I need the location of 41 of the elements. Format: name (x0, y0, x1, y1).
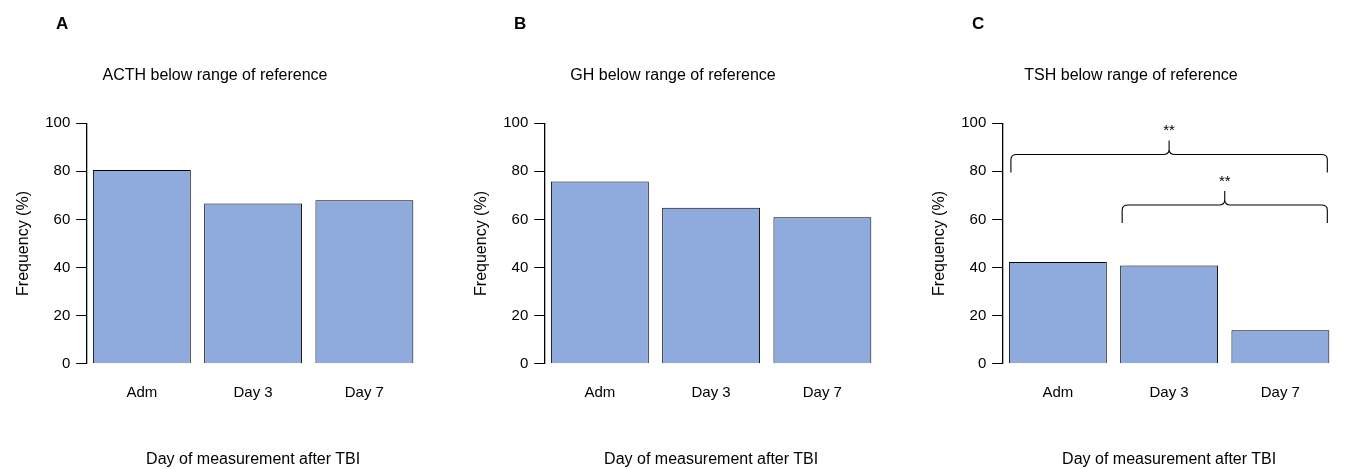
y-tick-label: 40 (511, 257, 529, 275)
x-tick-label: Day 3 (1149, 382, 1189, 400)
y-tick-label: 0 (61, 353, 71, 371)
y-tick-label: 60 (969, 209, 987, 227)
y-tick-label: 100 (45, 113, 71, 131)
y-tick-label: 20 (511, 305, 529, 323)
x-tick-label: Day 3 (233, 382, 273, 400)
y-tick-label: 0 (977, 353, 987, 371)
chart-title: TSH below range of reference (1024, 66, 1238, 84)
y-axis-title: Frequency (%) (472, 191, 490, 296)
y-tick-label: 40 (969, 257, 987, 275)
x-tick-label: Day 7 (1260, 382, 1300, 400)
text: A (56, 14, 69, 34)
x-axis-title: Day of measurement after TBI (604, 449, 819, 467)
x-tick-label: Adm (126, 382, 158, 400)
annotation: ** (1218, 172, 1231, 189)
x-tick-label: Day 7 (802, 382, 842, 400)
text: C (972, 14, 985, 34)
y-tick-label: 80 (53, 161, 71, 179)
y-axis-title: Frequency (%) (930, 191, 948, 296)
y-tick-label: 100 (503, 113, 529, 131)
annotation: ** (1163, 121, 1175, 139)
chart-title: GH below range of reference (570, 66, 776, 84)
y-tick-label: 20 (53, 305, 71, 323)
y-tick-label: 60 (53, 209, 71, 227)
chart-title: ACTH below range of reference (102, 66, 328, 84)
x-tick-label: Day 7 (344, 382, 384, 400)
y-tick-label: 40 (53, 257, 71, 275)
y-tick-label: 20 (969, 305, 987, 323)
y-tick-label: 100 (961, 113, 987, 131)
x-tick-label: Adm (584, 382, 616, 400)
text: B (514, 14, 527, 34)
x-tick-label: Adm (1042, 382, 1074, 400)
y-tick-label: 80 (511, 161, 529, 179)
y-axis-title: Frequency (%) (14, 191, 32, 296)
x-axis-title: Day of measurement after TBI (146, 449, 361, 467)
x-tick-label: Day 3 (691, 382, 731, 400)
y-tick-label: 60 (511, 209, 529, 227)
x-axis-title: Day of measurement after TBI (1062, 449, 1277, 467)
y-tick-label: 80 (969, 161, 987, 179)
y-tick-label: 0 (519, 353, 529, 371)
